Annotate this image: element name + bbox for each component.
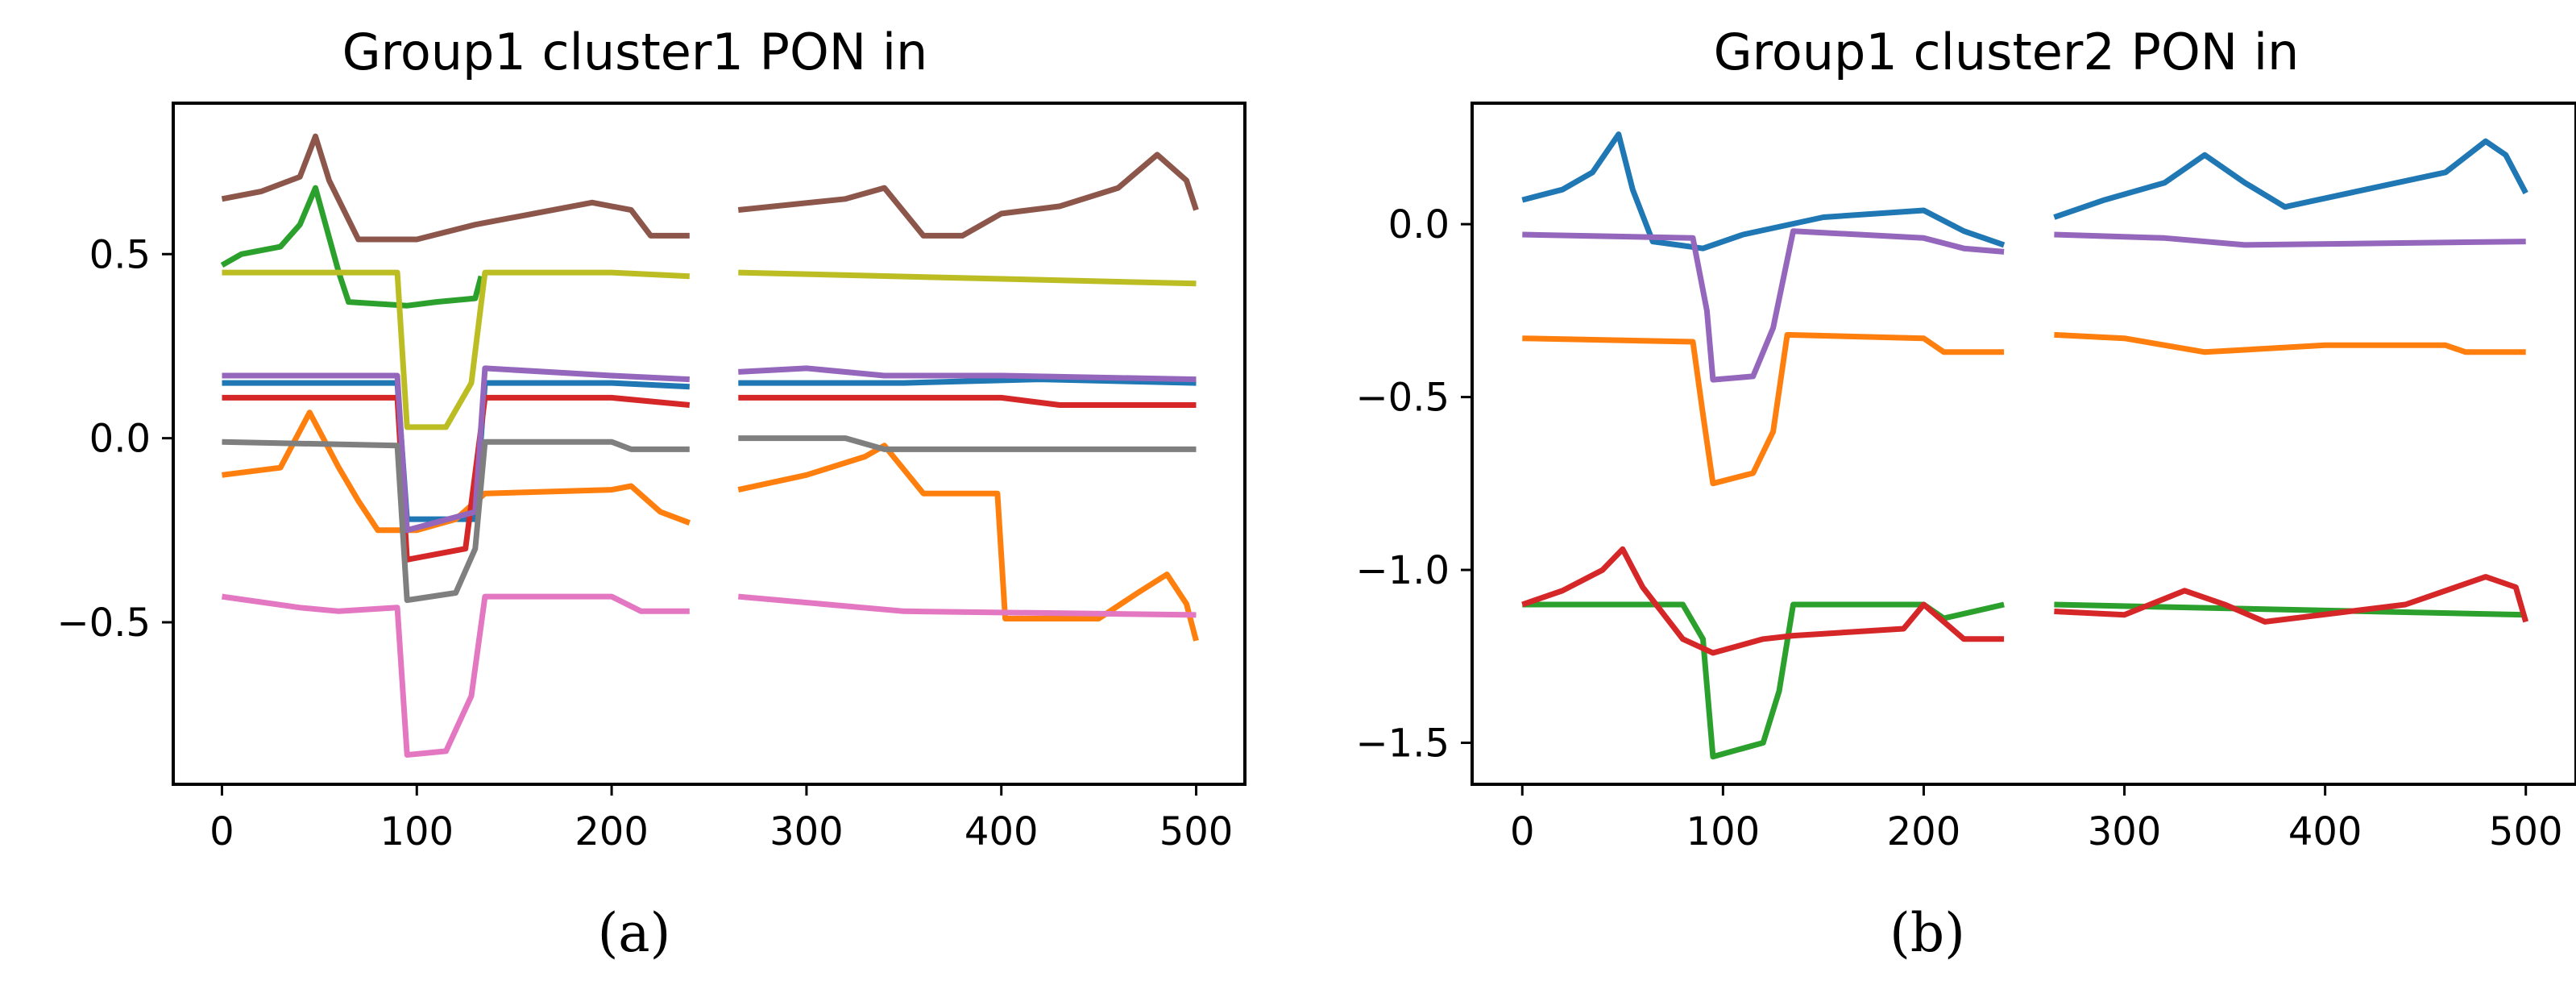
panel-a-ticks: 0 100 200 300 400 500 −0.5 0.0 0.5 [56, 232, 1233, 854]
x-tick-label: 100 [1686, 809, 1761, 854]
x-tick-label: 300 [2088, 809, 2162, 854]
series-line-s1-red [222, 394, 1197, 563]
x-tick-label: 0 [1510, 809, 1535, 854]
series-line-s2-orange [1522, 331, 2526, 487]
y-tick-label: −0.5 [1355, 376, 1450, 421]
series-line-s2-blue [1521, 131, 2528, 251]
x-tick-label: 500 [2489, 809, 2563, 854]
series-line-s1-olive [222, 269, 1197, 430]
series-line-s1-purple [222, 365, 1197, 534]
panel-a-axes-frame [172, 102, 1247, 786]
x-tick-label: 200 [575, 809, 649, 854]
y-tick-label: −0.5 [56, 601, 151, 646]
y-tick-label: 0.0 [1388, 202, 1450, 247]
panel-a-title: Group1 cluster1 PON in [342, 23, 928, 81]
panel-b-axes-frame [1471, 102, 2576, 786]
series-line-s1-gray [222, 435, 1197, 604]
y-tick-label: 0.5 [89, 232, 151, 277]
panel-a-caption: (a) [598, 902, 671, 964]
y-tick-label: −1.0 [1355, 548, 1450, 593]
series-line-s2-red [1521, 546, 2529, 656]
panel-b-caption: (b) [1889, 902, 1965, 964]
series-line-s1-brown [221, 133, 1199, 243]
panel-b-ticks: 0 100 200 300 400 500 −1.5 −1.0 −0.5 0.0 [1355, 202, 2562, 854]
series-line-s1-green [220, 185, 484, 309]
series-line-s1-pink [222, 593, 1197, 758]
series-line-s2-purple [1522, 228, 2526, 383]
x-tick-label: 100 [380, 809, 454, 854]
panel-b: Group1 cluster2 PON in 0 100 200 300 400 500 −… [1355, 23, 2576, 964]
x-tick-label: 400 [2288, 809, 2362, 854]
y-tick-label: −1.5 [1355, 721, 1450, 767]
x-tick-label: 0 [209, 809, 234, 854]
panel-b-series [1521, 131, 2529, 760]
x-tick-label: 400 [964, 809, 1039, 854]
panel-a: Group1 cluster1 PON in 0 100 200 300 400 500 −… [56, 23, 1247, 964]
x-tick-label: 500 [1159, 809, 1234, 854]
x-tick-label: 300 [769, 809, 844, 854]
y-tick-label: 0.0 [89, 417, 151, 462]
x-tick-label: 200 [1887, 809, 1961, 854]
panel-b-title: Group1 cluster2 PON in [1714, 23, 2300, 81]
panel-a-series [220, 133, 1199, 758]
